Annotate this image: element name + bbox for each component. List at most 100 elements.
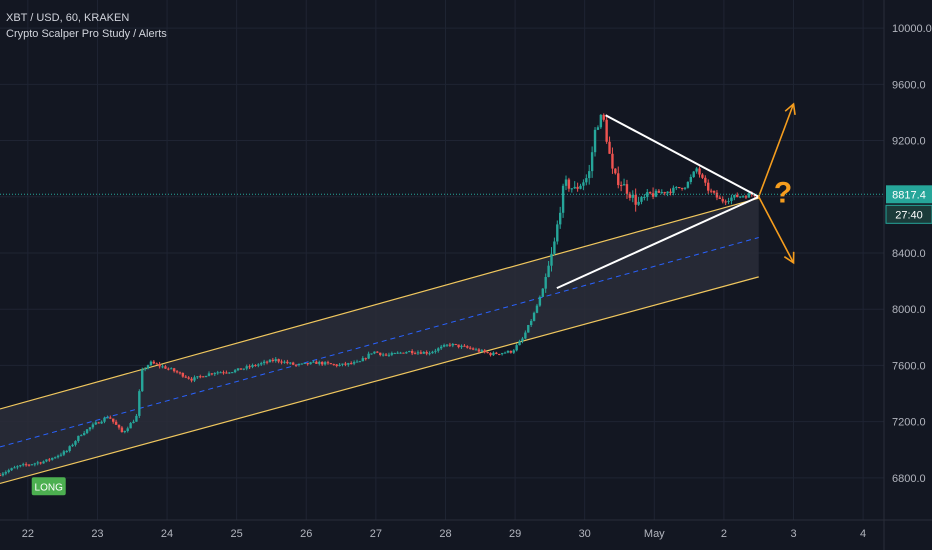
candle-body bbox=[582, 182, 585, 186]
candle-body bbox=[152, 361, 156, 364]
candle-body bbox=[376, 351, 379, 353]
candle-body bbox=[529, 320, 533, 326]
candle-body bbox=[498, 353, 501, 355]
candle-body bbox=[326, 362, 330, 364]
candle-body bbox=[312, 361, 315, 363]
candle-body bbox=[686, 181, 690, 188]
x-tick-label: 2 bbox=[721, 528, 727, 540]
candle-body bbox=[678, 187, 681, 189]
candle-body bbox=[187, 377, 190, 379]
arrow-down-line bbox=[758, 196, 795, 264]
candle-body bbox=[350, 363, 353, 365]
candle-body bbox=[245, 366, 248, 369]
candle-body bbox=[460, 345, 463, 348]
candle-body bbox=[451, 344, 455, 346]
candle-body bbox=[442, 345, 446, 347]
candle-body bbox=[236, 368, 240, 371]
candle-body bbox=[178, 372, 182, 374]
candle-body bbox=[355, 361, 359, 363]
candle-body bbox=[648, 192, 652, 194]
candle-body bbox=[271, 359, 275, 361]
candle-body bbox=[164, 366, 167, 369]
candle-body bbox=[643, 196, 646, 198]
candle-body bbox=[573, 186, 576, 189]
candle-body bbox=[155, 363, 158, 365]
candle-body bbox=[91, 424, 95, 428]
x-tick-label: 22 bbox=[22, 528, 34, 540]
candle-body bbox=[228, 372, 231, 374]
x-tick-label: 27 bbox=[370, 528, 382, 540]
candle-body bbox=[419, 352, 423, 354]
candle-body bbox=[358, 361, 362, 363]
candle-body bbox=[216, 372, 219, 374]
candle-body bbox=[242, 368, 246, 370]
candle-body bbox=[77, 435, 80, 442]
candle-body bbox=[59, 454, 63, 456]
candle-body bbox=[16, 466, 19, 468]
candle-body bbox=[556, 224, 559, 242]
candle-body bbox=[210, 373, 214, 375]
candle-body bbox=[68, 446, 71, 452]
x-tick-label: 24 bbox=[161, 528, 173, 540]
candle-body bbox=[410, 351, 414, 354]
candle-body bbox=[724, 201, 727, 203]
candle-body bbox=[71, 444, 74, 447]
candle-body bbox=[660, 192, 663, 194]
candle-body bbox=[434, 350, 437, 352]
candle-body bbox=[428, 353, 431, 355]
candle-body bbox=[335, 364, 338, 366]
candle-body bbox=[663, 192, 666, 194]
candle-body bbox=[126, 428, 129, 432]
candle-body bbox=[741, 196, 745, 198]
candle-body bbox=[669, 191, 672, 193]
candle-body bbox=[416, 352, 420, 354]
candle-body bbox=[184, 376, 187, 378]
candle-body bbox=[361, 358, 365, 362]
candle-body bbox=[196, 376, 199, 378]
candle-body bbox=[225, 372, 228, 374]
candle-body bbox=[248, 366, 251, 368]
candle-body bbox=[422, 351, 425, 354]
candle-body bbox=[286, 361, 289, 364]
y-tick-label: 10000.0 bbox=[892, 23, 932, 35]
candle-body bbox=[619, 185, 623, 187]
candle-body bbox=[736, 194, 739, 198]
candle-body bbox=[51, 457, 54, 460]
candle-body bbox=[114, 421, 118, 425]
study-line[interactable]: Crypto Scalper Pro Study / Alerts bbox=[6, 28, 167, 40]
candle-body bbox=[396, 352, 399, 354]
candle-body bbox=[33, 463, 37, 465]
candle-body bbox=[36, 462, 39, 464]
candle-body bbox=[721, 198, 724, 202]
triangle-upper-line bbox=[605, 114, 760, 198]
candle-body bbox=[547, 265, 550, 278]
candle-body bbox=[486, 352, 489, 354]
candle-body bbox=[544, 277, 547, 289]
candle-body bbox=[94, 422, 97, 425]
candle-body bbox=[167, 368, 170, 370]
candle-body bbox=[222, 372, 225, 374]
x-tick-label: 23 bbox=[91, 528, 103, 540]
candle-body bbox=[170, 368, 173, 370]
price-label-box bbox=[886, 185, 932, 204]
candle-body bbox=[161, 366, 164, 368]
candle-body bbox=[381, 354, 385, 356]
candle-body bbox=[532, 312, 536, 321]
candle-body bbox=[425, 351, 428, 354]
candle-body bbox=[7, 470, 10, 473]
candle-body bbox=[103, 417, 106, 422]
candle-body bbox=[48, 459, 51, 461]
candle-body bbox=[550, 253, 553, 266]
candle-body bbox=[135, 415, 138, 422]
candle-body bbox=[715, 192, 719, 198]
candle-body bbox=[123, 431, 127, 433]
candle-body bbox=[260, 363, 263, 365]
candle-body bbox=[146, 365, 150, 369]
candle-body bbox=[611, 153, 614, 169]
symbol-line[interactable]: XBT / USD, 60, KRAKEN bbox=[6, 12, 130, 24]
candle-body bbox=[233, 370, 237, 373]
candle-body bbox=[370, 353, 373, 355]
candle-body bbox=[564, 179, 568, 186]
